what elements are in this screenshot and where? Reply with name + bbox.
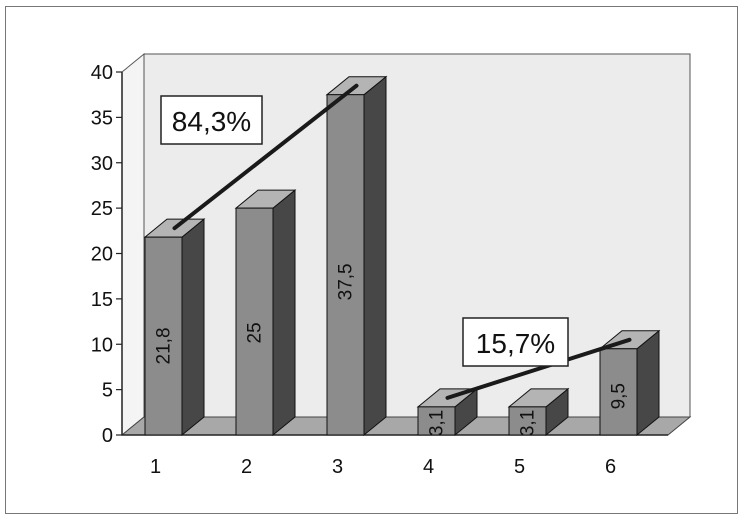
x-tick-label: 5 bbox=[514, 456, 525, 478]
annotation-2: 15,7% bbox=[445, 317, 632, 400]
bar-front-face bbox=[508, 406, 547, 436]
annotations: 84,3% 15,7% bbox=[160, 83, 632, 400]
x-tick-label: 3 bbox=[332, 456, 343, 478]
trend-line bbox=[445, 337, 632, 400]
bars: 21,8 25 37,5 3,1 3,1 9,5 bbox=[143, 75, 661, 437]
bar-3: 37,5 bbox=[325, 75, 388, 437]
y-tick-label: 15 bbox=[91, 289, 113, 311]
side-wall bbox=[121, 52, 145, 437]
x-axis: 1 2 3 4 5 6 bbox=[122, 434, 668, 478]
bar-front-face bbox=[144, 236, 183, 436]
bar-front-face bbox=[235, 207, 274, 436]
trend-line bbox=[172, 83, 359, 231]
bar-side-face bbox=[363, 75, 387, 437]
x-tick-label: 2 bbox=[241, 456, 252, 478]
bar-side-face bbox=[272, 189, 296, 437]
bar-1: 21,8 bbox=[143, 218, 206, 437]
bar-5: 3,1 bbox=[507, 387, 570, 436]
bar-value-label: 3,1 bbox=[427, 410, 448, 436]
x-tick-label: 6 bbox=[605, 456, 616, 478]
callout-label: 15,7% bbox=[476, 328, 555, 359]
bar-value-label: 9,5 bbox=[609, 383, 630, 409]
y-axis: 0 5 10 15 20 25 30 35 40 bbox=[91, 62, 123, 447]
callout-label: 84,3% bbox=[172, 106, 251, 137]
y-tick-label: 40 bbox=[91, 62, 113, 84]
bar-value-label: 21,8 bbox=[154, 327, 175, 364]
y-tick-label: 10 bbox=[91, 334, 113, 356]
bar-6: 9,5 bbox=[598, 329, 661, 437]
y-tick-label: 5 bbox=[102, 380, 113, 402]
bar-side-face bbox=[181, 218, 205, 437]
y-tick-label: 20 bbox=[91, 244, 113, 266]
x-tick-label: 1 bbox=[150, 456, 161, 478]
y-tick-label: 25 bbox=[91, 198, 113, 220]
x-tick-label: 4 bbox=[423, 456, 434, 478]
bar-value-label: 25 bbox=[245, 322, 266, 343]
bar-front-face bbox=[417, 406, 456, 436]
bar-value-label: 37,5 bbox=[336, 263, 357, 300]
y-tick-label: 35 bbox=[91, 107, 113, 129]
y-tick-label: 0 bbox=[102, 425, 113, 447]
bar-value-label: 3,1 bbox=[518, 410, 539, 436]
y-tick-label: 30 bbox=[91, 153, 113, 175]
bar-front-face bbox=[599, 348, 638, 436]
callout-box bbox=[160, 95, 263, 145]
callout-box bbox=[462, 317, 569, 367]
bar-2: 25 bbox=[234, 189, 297, 437]
annotation-1: 84,3% bbox=[160, 83, 359, 231]
bar-front-face bbox=[326, 94, 365, 436]
